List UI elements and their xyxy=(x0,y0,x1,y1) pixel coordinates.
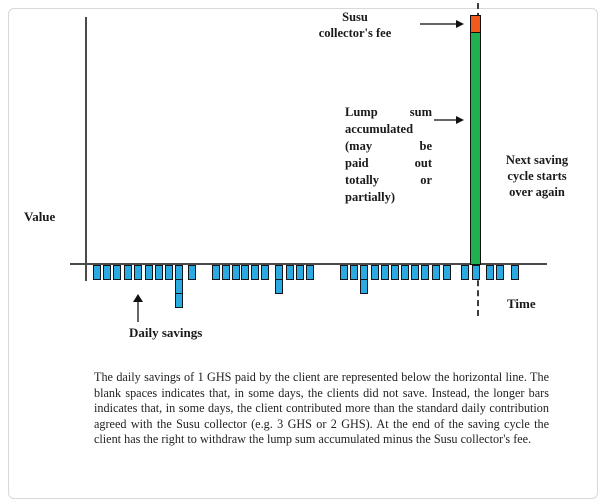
arrow-shaft xyxy=(137,300,139,322)
daily-savings-bar xyxy=(222,265,230,280)
time-axis-line xyxy=(70,263,547,265)
lump-sum-label-line: accumulated xyxy=(345,122,414,136)
daily-savings-bar xyxy=(212,265,220,280)
arrow-head xyxy=(456,20,464,28)
lump-sum-label-line: Lump sum xyxy=(345,105,432,119)
susu-fee-label-line1: Susu xyxy=(342,10,368,24)
time-axis-label: Time xyxy=(507,296,536,311)
daily-savings-bar xyxy=(188,265,196,280)
daily-savings-bar xyxy=(360,265,368,294)
daily-savings-bar xyxy=(401,265,409,280)
daily-savings-bar xyxy=(486,265,494,280)
daily-savings-bar xyxy=(461,265,469,280)
daily-savings-bar xyxy=(472,265,480,280)
daily-savings-bar xyxy=(391,265,399,280)
next-cycle-label-line2: cycle starts xyxy=(507,169,567,183)
collector-fee-segment xyxy=(471,16,480,33)
next-cycle-label-line1: Next saving xyxy=(505,153,569,167)
lump-sum-label-line: partially) xyxy=(345,190,395,204)
daily-savings-bar xyxy=(175,265,183,308)
arrow-head xyxy=(133,294,143,302)
susu-fee-label: Susu collector's fee xyxy=(305,9,405,41)
value-axis-label: Value xyxy=(24,209,56,224)
susu-fee-arrow-icon xyxy=(420,20,464,28)
daily-savings-bar xyxy=(124,265,132,280)
daily-savings-bar xyxy=(511,265,519,280)
daily-savings-bar xyxy=(350,265,358,280)
lump-sum-bar xyxy=(470,15,481,265)
daily-savings-bar xyxy=(496,265,504,280)
daily-savings-bar xyxy=(340,265,348,280)
daily-savings-bar xyxy=(155,265,163,280)
lump-sum-label-line: totally or xyxy=(345,173,432,187)
daily-savings-bar xyxy=(134,265,142,280)
next-cycle-label-line3: over again xyxy=(509,185,565,199)
figure-caption: The daily savings of 1 GHS paid by the c… xyxy=(94,370,549,446)
daily-savings-bar xyxy=(296,265,304,280)
daily-savings-bar xyxy=(241,265,249,280)
value-axis-line xyxy=(85,17,87,281)
daily-savings-bar xyxy=(251,265,259,280)
arrow-shaft xyxy=(434,119,456,121)
daily-savings-bar xyxy=(421,265,429,280)
daily-savings-bar xyxy=(165,265,173,280)
daily-savings-bar xyxy=(432,265,440,280)
daily-savings-label: Daily savings xyxy=(129,325,203,340)
daily-savings-bar xyxy=(93,265,101,280)
lump-sum-label-line: (may be xyxy=(345,139,432,153)
daily-savings-bar xyxy=(381,265,389,280)
lump-sum-label-line: paid out xyxy=(345,156,432,170)
lump-sum-label: Lump sum accumulated (may be paid out total… xyxy=(345,104,432,206)
daily-savings-bar xyxy=(443,265,451,280)
daily-savings-bar xyxy=(371,265,379,280)
daily-savings-bar xyxy=(232,265,240,280)
lump-sum-arrow-icon xyxy=(434,116,464,124)
susu-fee-label-line2: collector's fee xyxy=(318,26,392,40)
daily-savings-bar xyxy=(411,265,419,280)
lump-sum-segment xyxy=(471,33,480,264)
arrow-head xyxy=(456,116,464,124)
daily-savings-bar xyxy=(103,265,111,280)
daily-savings-bar xyxy=(261,265,269,280)
next-cycle-label: Next saving cycle starts over again xyxy=(492,152,582,200)
daily-savings-arrow-icon xyxy=(133,294,143,322)
daily-savings-bar xyxy=(286,265,294,280)
daily-savings-bar xyxy=(306,265,314,280)
daily-savings-bar xyxy=(145,265,153,280)
daily-savings-bar xyxy=(113,265,121,280)
arrow-shaft xyxy=(420,23,456,25)
daily-savings-bar xyxy=(275,265,283,294)
